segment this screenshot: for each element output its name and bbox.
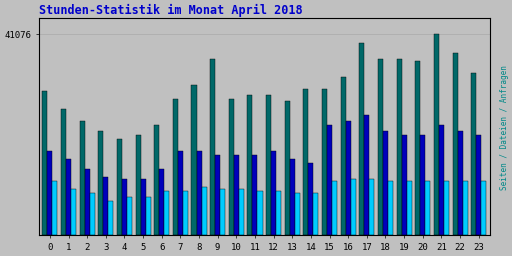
Bar [439, 125, 444, 235]
Bar [407, 181, 412, 235]
Bar [359, 42, 365, 235]
Bar [122, 179, 127, 235]
Bar [434, 35, 439, 235]
Bar [71, 189, 76, 235]
Bar [154, 125, 159, 235]
Bar [252, 155, 258, 235]
Bar [388, 181, 393, 235]
Bar [378, 59, 383, 235]
Bar [197, 151, 202, 235]
Bar [145, 197, 151, 235]
Bar [425, 181, 431, 235]
Bar [220, 189, 225, 235]
Bar [103, 177, 109, 235]
Bar [164, 191, 169, 235]
Bar [304, 89, 308, 235]
Bar [234, 155, 239, 235]
Bar [98, 131, 103, 235]
Bar [178, 151, 183, 235]
Bar [239, 189, 244, 235]
Bar [215, 155, 220, 235]
Bar [415, 61, 420, 235]
Bar [313, 193, 318, 235]
Bar [444, 181, 449, 235]
Bar [327, 125, 332, 235]
Bar [42, 91, 47, 235]
Bar [191, 85, 197, 235]
Bar [463, 181, 467, 235]
Bar [276, 191, 281, 235]
Bar [136, 135, 141, 235]
Bar [173, 99, 178, 235]
Bar [285, 101, 290, 235]
Bar [229, 99, 234, 235]
Bar [369, 179, 374, 235]
Bar [210, 59, 215, 235]
Bar [401, 135, 407, 235]
Bar [52, 181, 57, 235]
Bar [481, 181, 486, 235]
Bar [79, 121, 84, 235]
Bar [453, 52, 458, 235]
Bar [61, 109, 66, 235]
Bar [266, 95, 271, 235]
Bar [47, 151, 52, 235]
Bar [271, 151, 276, 235]
Bar [202, 187, 206, 235]
Bar [90, 193, 95, 235]
Bar [397, 59, 401, 235]
Bar [258, 191, 263, 235]
Bar [458, 131, 463, 235]
Bar [290, 159, 295, 235]
Bar [322, 89, 327, 235]
Bar [308, 163, 313, 235]
Bar [159, 169, 164, 235]
Bar [346, 121, 351, 235]
Bar [141, 179, 145, 235]
Bar [109, 201, 113, 235]
Bar [476, 135, 481, 235]
Bar [351, 179, 356, 235]
Bar [332, 181, 337, 235]
Bar [471, 73, 476, 235]
Bar [66, 159, 71, 235]
Bar [84, 169, 90, 235]
Text: Stunden-Statistik im Monat April 2018: Stunden-Statistik im Monat April 2018 [39, 4, 302, 17]
Bar [247, 95, 252, 235]
Bar [127, 197, 132, 235]
Bar [383, 131, 388, 235]
Bar [295, 193, 300, 235]
Bar [340, 77, 346, 235]
Bar [117, 139, 122, 235]
Bar [365, 115, 369, 235]
Text: Seiten / Dateien / Anfragen: Seiten / Dateien / Anfragen [500, 66, 509, 190]
Bar [420, 135, 425, 235]
Bar [183, 191, 188, 235]
